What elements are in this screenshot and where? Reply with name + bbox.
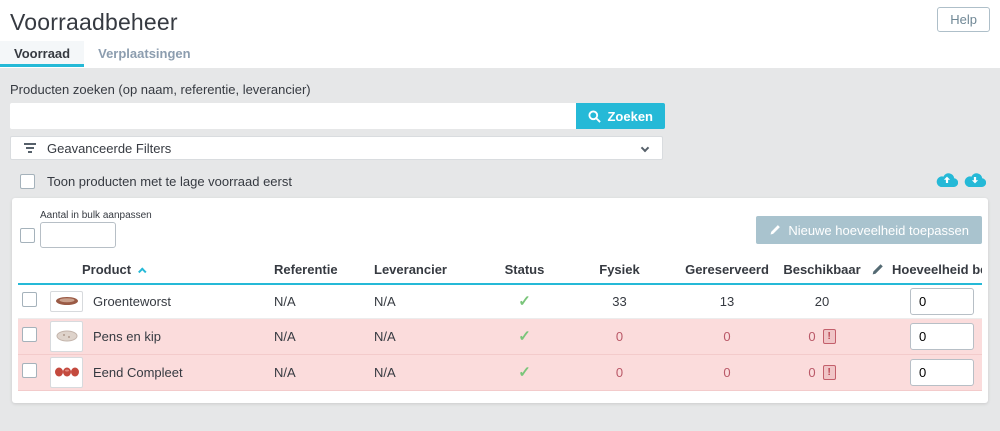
product-name: Pens en kip: [93, 328, 161, 344]
pencil-icon: [871, 263, 884, 276]
header-product[interactable]: Product: [46, 256, 270, 285]
tab-verplaatsingen[interactable]: Verplaatsingen: [98, 46, 191, 61]
product-thumbnail: [50, 320, 83, 352]
header-reserved[interactable]: Gereserveerd: [677, 256, 777, 285]
header-select: [18, 256, 46, 285]
low-stock-first-row: Toon producten met te lage voorraad eers…: [10, 172, 990, 190]
low-stock-warning-icon: !: [822, 328, 836, 344]
row-select-checkbox[interactable]: [22, 292, 37, 308]
physical-cell: 33: [612, 293, 627, 309]
header-status[interactable]: Status: [487, 256, 562, 285]
table-row: Eend Compleet N/A N/A ✓ 0 0 0 !: [18, 354, 982, 390]
quantity-input[interactable]: [910, 287, 974, 315]
main-content: Producten zoeken (op naam, referentie, l…: [0, 68, 1000, 431]
stock-panel: Aantal in bulk aanpassen Nieuwe hoeveelh…: [12, 198, 988, 403]
reserved-cell: 0: [723, 364, 731, 380]
bulk-select-checkbox[interactable]: [20, 228, 35, 243]
low-stock-first-label: Toon producten met te lage voorraad eers…: [47, 173, 292, 189]
available-cell: 0: [808, 364, 816, 380]
row-select-checkbox[interactable]: [22, 363, 37, 378]
apply-new-quantity-label: Nieuwe hoeveelheid toepassen: [788, 222, 969, 238]
tab-bar: Voorraad Verplaatsingen: [0, 40, 1000, 67]
physical-cell: 0: [615, 364, 624, 380]
status-ok-icon: ✓: [518, 293, 531, 311]
product-thumbnail: [50, 356, 83, 388]
advanced-filters-toggle[interactable]: Geavanceerde Filters: [10, 136, 663, 160]
product-thumbnail: [50, 290, 83, 312]
search-icon: [588, 109, 602, 123]
physical-cell: 0: [615, 328, 624, 344]
search-button[interactable]: Zoeken: [576, 103, 665, 129]
supplier-cell: N/A: [374, 293, 396, 309]
bulk-quantity-input[interactable]: [40, 222, 116, 248]
table-row: Groenteworst N/A N/A ✓ 33 13 20: [18, 284, 982, 318]
table-row: Pens en kip N/A N/A ✓ 0 0 0 !: [18, 318, 982, 354]
cloud-upload-icon[interactable]: [936, 172, 959, 188]
product-name: Groenteworst: [93, 293, 172, 309]
header-supplier[interactable]: Leverancier: [370, 256, 487, 285]
quantity-input[interactable]: [910, 322, 974, 350]
chevron-down-icon: [640, 143, 650, 153]
search-button-label: Zoeken: [607, 108, 653, 124]
header-reference[interactable]: Referentie: [270, 256, 370, 285]
reference-cell: N/A: [274, 364, 296, 380]
reserved-cell: 0: [723, 328, 731, 344]
header-physical[interactable]: Fysiek: [562, 256, 677, 285]
app-header: Voorraadbeheer Help Voorraad Verplaatsin…: [0, 0, 1000, 68]
supplier-cell: N/A: [374, 328, 396, 344]
low-stock-first-checkbox[interactable]: [20, 173, 35, 189]
table-header-row: Product Referentie Leverancier Status Fy…: [18, 256, 982, 285]
header-edit-quantity: Hoeveelheid be…: [867, 256, 982, 285]
quantity-input[interactable]: [910, 358, 974, 386]
status-ok-icon: ✓: [518, 364, 531, 381]
product-name: Eend Compleet: [93, 364, 183, 380]
cloud-download-icon[interactable]: [964, 172, 987, 188]
low-stock-warning-icon: !: [822, 364, 836, 380]
tab-voorraad[interactable]: Voorraad: [0, 41, 85, 67]
search-label: Producten zoeken (op naam, referentie, l…: [10, 82, 311, 97]
header-available[interactable]: Beschikbaar: [777, 256, 867, 285]
page-title: Voorraadbeheer: [10, 9, 178, 35]
help-button[interactable]: Help: [937, 7, 990, 32]
bulk-edit-label: Aantal in bulk aanpassen: [40, 210, 152, 221]
reference-cell: N/A: [274, 293, 296, 309]
reference-cell: N/A: [274, 328, 296, 344]
search-group: Zoeken: [10, 103, 665, 129]
sort-asc-icon: [138, 267, 147, 276]
supplier-cell: N/A: [374, 364, 396, 380]
import-export-buttons: [936, 172, 987, 188]
pencil-icon: [769, 224, 781, 236]
reserved-cell: 13: [719, 293, 735, 309]
filter-icon: [23, 142, 37, 154]
search-input[interactable]: [10, 103, 577, 129]
advanced-filters-label: Geavanceerde Filters: [47, 140, 172, 156]
row-select-checkbox[interactable]: [22, 327, 37, 342]
available-cell: 0: [808, 328, 816, 344]
available-cell: 20: [814, 293, 830, 309]
apply-new-quantity-button[interactable]: Nieuwe hoeveelheid toepassen: [756, 216, 982, 244]
status-ok-icon: ✓: [518, 328, 531, 345]
stock-table: Product Referentie Leverancier Status Fy…: [18, 256, 982, 391]
bulk-edit-row: Aantal in bulk aanpassen Nieuwe hoeveelh…: [18, 204, 982, 254]
